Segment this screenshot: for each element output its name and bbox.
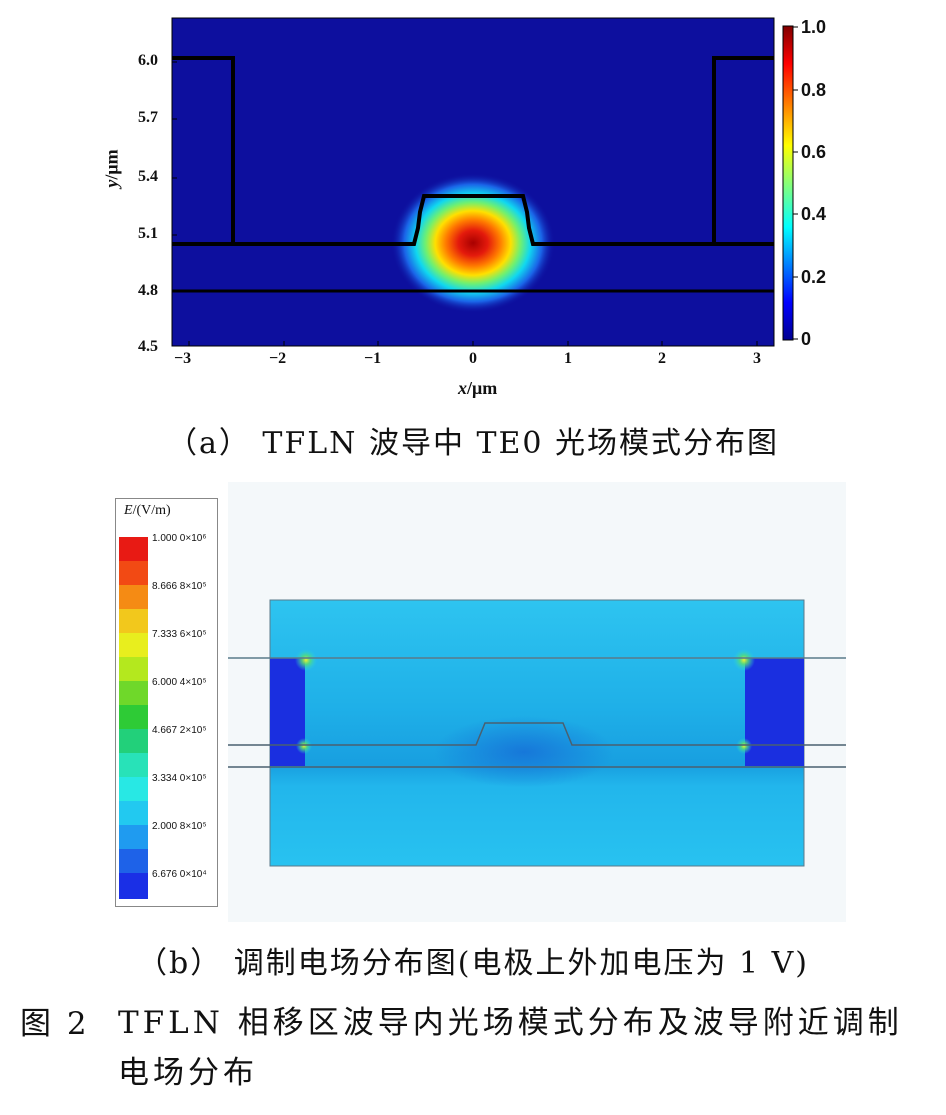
rib-waveguide-line [228, 722, 846, 746]
colorbar [782, 25, 794, 341]
panel-b-plot [228, 482, 846, 922]
legend-swatch [119, 873, 148, 899]
te0-mode-spot [391, 173, 555, 313]
panel-b-caption: （b） 调制电场分布图(电极上外加电压为 1 V) [137, 946, 809, 981]
figure-title: TFLN 相移区波导内光场模式分布及波导附近调制电场分布 [118, 1005, 903, 1091]
y-axis-unit: /μm [101, 149, 122, 180]
y-tick-label: 4.8 [138, 282, 158, 299]
x-tick-label: −2 [269, 350, 287, 367]
legend-swatch [119, 585, 148, 609]
legend-label: 3.334 0×10⁵ [152, 773, 207, 784]
panel-a-caption: （a） TFLN 波导中 TE0 光场模式分布图 [166, 426, 780, 461]
y-tick-label: 5.1 [138, 225, 158, 242]
field-hotspot [295, 649, 317, 671]
colorbar-tick-marks [793, 26, 798, 340]
legend-label: 6.000 4×10⁵ [152, 677, 207, 688]
rib-waveguide-outline [172, 194, 774, 246]
legend-swatch [119, 609, 148, 633]
x-tick-marks [188, 341, 758, 346]
field-hotspot [736, 738, 752, 754]
y-axis-var: y [101, 179, 122, 188]
colorbar-tick-label: 0 [801, 329, 812, 349]
legend-swatch [119, 849, 148, 873]
legend-label: 6.676 0×10⁴ [152, 869, 207, 880]
figure-number: 图 2 [20, 1006, 90, 1042]
x-tick-label: 1 [564, 350, 572, 367]
legend-swatch [119, 753, 148, 777]
field-low-region [434, 716, 614, 788]
y-tick-marks [172, 61, 177, 347]
x-tick-label: 0 [469, 350, 477, 367]
x-axis-var: x [458, 378, 467, 398]
legend-swatch [119, 681, 148, 705]
legend-title: E/(V/m) [124, 503, 171, 519]
legend-label: 2.000 8×10⁵ [152, 821, 207, 832]
legend-color-scale [119, 537, 148, 899]
right-electrode [745, 658, 804, 766]
legend-swatch [119, 801, 148, 825]
y-tick-label: 4.5 [138, 338, 158, 355]
y-tick-label: 5.7 [138, 109, 158, 126]
colorbar-tick-label: 0.4 [801, 204, 827, 224]
field-hotspot [296, 738, 312, 754]
legend-swatch [119, 729, 148, 753]
legend-label: 1.000 0×10⁶ [152, 533, 207, 544]
legend-swatch [119, 561, 148, 585]
x-tick-label: −1 [364, 350, 382, 367]
x-axis-unit: /μm [467, 378, 498, 398]
right-electrode-outline [712, 56, 774, 244]
legend-swatch [119, 777, 148, 801]
colorbar-tick-label: 1.0 [801, 17, 827, 37]
y-tick-label: 5.4 [138, 168, 158, 185]
legend-swatch [119, 825, 148, 849]
colorbar-tick-label: 0.8 [801, 80, 827, 100]
x-tick-label: 2 [658, 350, 666, 367]
x-axis-label: x/μm [458, 378, 497, 399]
panel-a-plot [171, 17, 798, 347]
colorbar-tick-label: 0.2 [801, 267, 827, 287]
legend-swatch [119, 537, 148, 561]
legend-label: 4.667 2×10⁵ [152, 725, 207, 736]
panel-b: E/(V/m) 1.000 0×10⁶ 8.666 8×10⁵ 7.333 6×… [0, 480, 946, 930]
left-electrode-outline [172, 56, 235, 244]
field-legend: E/(V/m) 1.000 0×10⁶ 8.666 8×10⁵ 7.333 6×… [115, 498, 218, 907]
legend-title-unit: /(V/m) [132, 503, 171, 518]
field-hotspot [733, 649, 755, 671]
x-tick-label: 3 [753, 350, 761, 367]
legend-swatch [119, 705, 148, 729]
legend-label: 8.666 8×10⁵ [152, 581, 207, 592]
legend-title-var: E [124, 503, 133, 518]
legend-label: 7.333 6×10⁵ [152, 629, 207, 640]
legend-swatch [119, 657, 148, 681]
y-tick-label: 6.0 [138, 52, 158, 69]
legend-swatch [119, 633, 148, 657]
y-axis-label: y/μm [102, 139, 123, 199]
colorbar-tick-label: 0.6 [801, 142, 827, 162]
x-tick-label: −3 [174, 350, 192, 367]
panel-a: 6.0 5.7 5.4 5.1 4.8 4.5 −3 −2 −1 0 1 2 3… [0, 0, 946, 410]
